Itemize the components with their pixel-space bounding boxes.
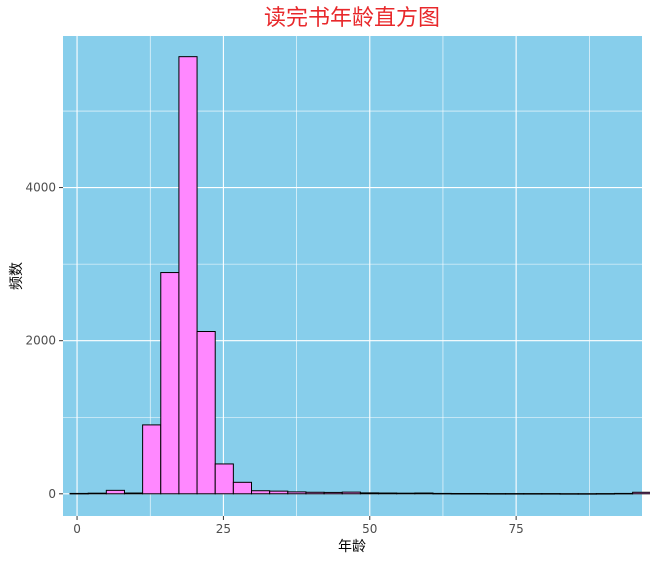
histogram-bar [323, 491, 343, 495]
histogram-bar [378, 492, 398, 495]
histogram-bar [577, 493, 597, 495]
histogram-bar [105, 489, 125, 495]
y-tick-label: 4000 [25, 181, 56, 195]
histogram-bar [87, 492, 107, 495]
histogram-bar [396, 492, 416, 495]
histogram-bar [341, 491, 361, 495]
histogram-bar [214, 463, 234, 495]
histogram-bar [142, 424, 162, 495]
histogram-bar [287, 491, 307, 495]
x-tick-label: 0 [73, 522, 81, 536]
x-tick-label: 25 [216, 522, 231, 536]
x-tick-label: 50 [362, 522, 377, 536]
histogram-bar [432, 492, 452, 495]
histogram-bar [251, 490, 271, 495]
histogram-bar [523, 493, 543, 495]
x-axis: 0 25 50 75 [73, 516, 524, 536]
histogram-bar [632, 491, 650, 495]
chart-title: 读完书年龄直方图 [264, 6, 440, 31]
histogram-bar [559, 493, 579, 495]
histogram-bar [468, 492, 488, 495]
y-axis: 0 2000 4000 [25, 181, 63, 501]
histogram-bar [541, 493, 561, 495]
histogram-bar [595, 493, 615, 495]
histogram-bar [486, 493, 507, 495]
x-tick-label: 75 [508, 522, 523, 536]
y-axis-title: 频数 [9, 262, 25, 290]
histogram-bar [414, 492, 434, 495]
histogram-bar [613, 492, 634, 495]
histogram-bar [305, 491, 325, 495]
y-tick-label: 0 [48, 487, 56, 501]
histogram-bar [359, 492, 380, 495]
histogram-bar [160, 272, 180, 495]
histogram-bar [450, 492, 470, 495]
histogram-bar [123, 492, 144, 495]
histogram-bar [269, 490, 289, 495]
histogram-bar [178, 56, 198, 495]
histogram-bar [69, 492, 89, 495]
x-axis-title: 年龄 [338, 539, 366, 555]
histogram-bars [69, 56, 650, 495]
grid-minor [63, 36, 642, 516]
histogram-bar [505, 493, 525, 495]
histogram-bar [196, 331, 216, 495]
histogram-bar [232, 481, 253, 495]
y-tick-label: 2000 [25, 334, 56, 348]
